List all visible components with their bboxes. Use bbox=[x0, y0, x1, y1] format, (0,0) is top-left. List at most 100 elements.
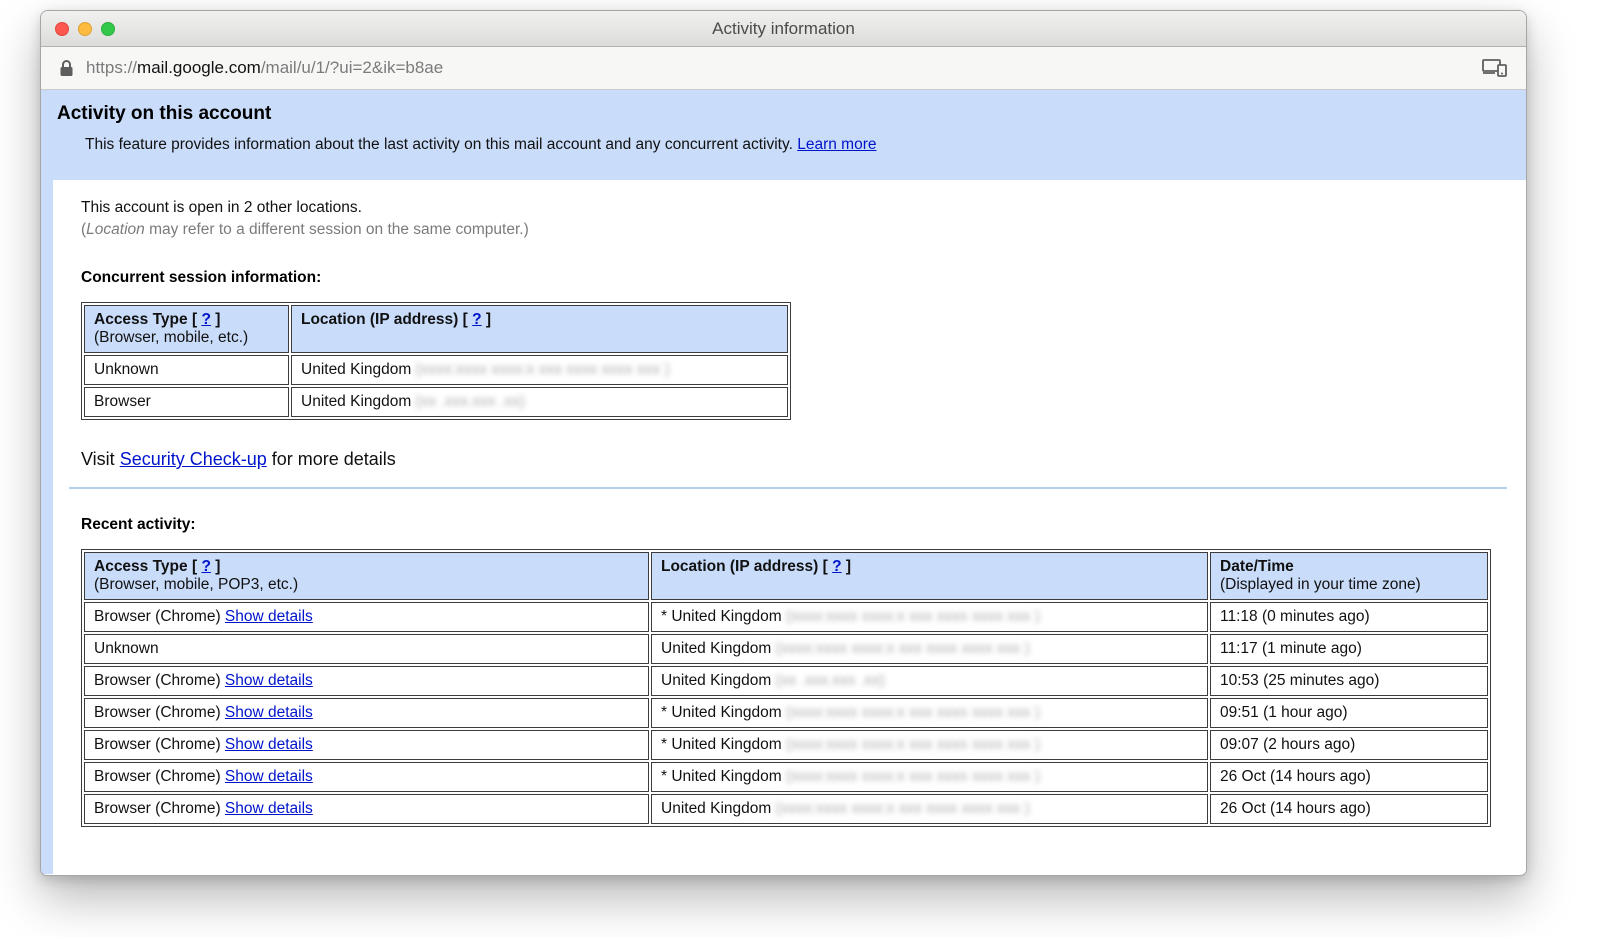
location-cell: United Kingdom (xxxx:xxxx xxxx:x xxx xxx… bbox=[651, 633, 1208, 664]
minimize-button[interactable] bbox=[78, 21, 92, 36]
location-cell: * United Kingdom (xxxx:xxxx xxxx:x xxx x… bbox=[651, 729, 1208, 760]
feature-description: This feature provides information about … bbox=[85, 136, 1526, 154]
location-cell: United Kingdom (xxxx:xxxx xxxx:x xxx xxx… bbox=[291, 354, 788, 385]
help-link[interactable]: ? bbox=[472, 310, 482, 328]
location-cell: United Kingdom (xx .xxx.xxx .xx) bbox=[291, 386, 788, 417]
column-subtitle: (Browser, mobile, etc.) bbox=[94, 328, 249, 346]
show-details-link[interactable]: Show details bbox=[224, 799, 313, 817]
table-row: Browser (Chrome) Show details * United Ki… bbox=[84, 697, 1488, 728]
location-cell: United Kingdom (xxxx:xxxx xxxx:x xxx xxx… bbox=[651, 793, 1208, 824]
redacted-ip: (xxxx:xxxx xxxx:x xxx xxxx xxxx xxx ) bbox=[415, 360, 670, 378]
url-text[interactable]: https://mail.google.com/mail/u/1/?ui=2&i… bbox=[86, 58, 443, 78]
help-link[interactable]: ? bbox=[832, 557, 842, 575]
bracket-close: ] bbox=[215, 310, 221, 328]
show-details-link[interactable]: Show details bbox=[224, 671, 313, 689]
visit-prefix: Visit bbox=[81, 448, 120, 469]
show-details-link[interactable]: Show details bbox=[224, 607, 313, 625]
bracket-close: ] bbox=[845, 557, 852, 575]
page-title: Activity on this account bbox=[57, 103, 272, 124]
security-checkup-line: Visit Security Check-up for more details bbox=[81, 449, 1526, 470]
access-type-cell: Browser (Chrome) Show details bbox=[84, 729, 649, 760]
content-panel: This account is open in 2 other location… bbox=[53, 180, 1526, 874]
help-link[interactable]: ? bbox=[201, 310, 211, 328]
column-title: Access Type bbox=[94, 310, 188, 328]
note-location-word: Location bbox=[86, 221, 145, 239]
url-host: mail.google.com bbox=[137, 58, 261, 77]
column-title: Access Type bbox=[94, 557, 188, 575]
redacted-ip: (xxxx:xxxx xxxx:x xxx xxxx xxxx xxx ) bbox=[785, 767, 1040, 785]
redacted-ip: (xxxx:xxxx xxxx:x xxx xxxx xxxx xxx ) bbox=[775, 639, 1030, 657]
column-header-title-line: Access Type [ ? ] bbox=[94, 558, 639, 576]
redacted-ip: (xxxx:xxxx xxxx:x xxx xxxx xxxx xxx ) bbox=[785, 703, 1040, 721]
recent-activity-heading: Recent activity: bbox=[81, 515, 196, 533]
table-row: Browser (Chrome) Show details * United Ki… bbox=[84, 601, 1488, 632]
location-cell: United Kingdom (xx .xxx.xxx .xx) bbox=[651, 665, 1208, 696]
datetime-cell: 26 Oct (14 hours ago) bbox=[1210, 793, 1488, 824]
location-cell: * United Kingdom (xxxx:xxxx xxxx:x xxx x… bbox=[651, 601, 1208, 632]
access-type-cell: Unknown bbox=[84, 633, 649, 664]
datetime-cell: 09:07 (2 hours ago) bbox=[1210, 729, 1488, 760]
bracket-open: [ bbox=[822, 557, 828, 575]
note-rest-text: may refer to a different session on the … bbox=[144, 221, 529, 239]
column-header: Location (IP address) [ ? ] bbox=[651, 551, 1208, 600]
security-checkup-link[interactable]: Security Check-up bbox=[119, 448, 267, 469]
header-band: Activity on this account This feature pr… bbox=[41, 90, 1526, 180]
column-title: Location (IP address) bbox=[301, 310, 459, 328]
datetime-cell: 10:53 (25 minutes ago) bbox=[1210, 665, 1488, 696]
show-details-link[interactable]: Show details bbox=[224, 767, 313, 785]
recent-activity-table: Access Type [ ? ] (Browser, mobile, POP3,… bbox=[81, 548, 1491, 827]
column-header: Access Type [ ? ] (Browser, mobile, etc.) bbox=[84, 304, 289, 353]
redacted-ip: (xx .xxx.xxx .xx) bbox=[775, 671, 885, 689]
column-header-title-line: Access Type [ ? ] bbox=[94, 311, 279, 329]
devices-icon[interactable] bbox=[1482, 58, 1508, 78]
column-header: Location (IP address) [ ? ] bbox=[291, 304, 788, 353]
column-header-title-line: Location (IP address) [ ? ] bbox=[661, 558, 1198, 576]
visit-suffix: for more details bbox=[266, 448, 396, 469]
zoom-button[interactable] bbox=[101, 21, 115, 36]
help-link[interactable]: ? bbox=[201, 557, 211, 575]
close-button[interactable] bbox=[55, 21, 69, 36]
column-header: Date/Time (Displayed in your time zone) bbox=[1210, 551, 1488, 600]
browser-window: Activity information https://mail.google… bbox=[40, 10, 1527, 876]
note-open-paren: ( bbox=[81, 221, 87, 239]
table-row: Unknown United Kingdom (xxxx:xxxx xxxx:x … bbox=[84, 354, 788, 385]
datetime-cell: 11:18 (0 minutes ago) bbox=[1210, 601, 1488, 632]
url-bar: https://mail.google.com/mail/u/1/?ui=2&i… bbox=[41, 47, 1526, 90]
window-titlebar: Activity information bbox=[41, 11, 1526, 47]
access-type-cell: Browser (Chrome) Show details bbox=[84, 761, 649, 792]
table-row: Browser (Chrome) Show details * United Ki… bbox=[84, 761, 1488, 792]
show-details-link[interactable]: Show details bbox=[224, 703, 313, 721]
table-row: Browser United Kingdom (xx .xxx.xxx .xx) bbox=[84, 386, 788, 417]
feature-description-text: This feature provides information about … bbox=[85, 136, 793, 153]
page-content: Activity on this account This feature pr… bbox=[41, 90, 1526, 874]
window-title: Activity information bbox=[712, 18, 855, 38]
column-header-title-line: Location (IP address) [ ? ] bbox=[301, 311, 778, 329]
table-row: Browser (Chrome) Show details United King… bbox=[84, 665, 1488, 696]
learn-more-link[interactable]: Learn more bbox=[797, 136, 877, 153]
table-row: Unknown United Kingdom (xxxx:xxxx xxxx:x … bbox=[84, 633, 1488, 664]
show-details-link[interactable]: Show details bbox=[224, 735, 313, 753]
location-cell: * United Kingdom (xxxx:xxxx xxxx:x xxx x… bbox=[651, 697, 1208, 728]
column-title: Location (IP address) bbox=[661, 557, 819, 575]
location-cell: * United Kingdom (xxxx:xxxx xxxx:x xxx x… bbox=[651, 761, 1208, 792]
access-type-cell: Browser (Chrome) Show details bbox=[84, 697, 649, 728]
table-header-row: Access Type [ ? ] (Browser, mobile, POP3,… bbox=[84, 551, 1488, 600]
open-locations-text: This account is open in 2 other location… bbox=[81, 199, 362, 216]
bracket-open: [ bbox=[462, 310, 468, 328]
bracket-open: [ bbox=[191, 310, 198, 328]
concurrent-heading: Concurrent session information: bbox=[81, 268, 322, 286]
table-row: Browser (Chrome) Show details United King… bbox=[84, 793, 1488, 824]
redacted-ip: (xxxx:xxxx xxxx:x xxx xxxx xxxx xxx ) bbox=[775, 799, 1030, 817]
access-type-cell: Unknown bbox=[84, 354, 289, 385]
lock-icon bbox=[59, 59, 74, 77]
datetime-cell: 26 Oct (14 hours ago) bbox=[1210, 761, 1488, 792]
location-note: (Location may refer to a different sessi… bbox=[81, 219, 1526, 241]
table-header-row: Access Type [ ? ] (Browser, mobile, etc.)… bbox=[84, 304, 788, 353]
bracket-close: ] bbox=[485, 310, 492, 328]
access-type-cell: Browser bbox=[84, 386, 289, 417]
bracket-open: [ bbox=[191, 557, 198, 575]
column-header: Access Type [ ? ] (Browser, mobile, POP3,… bbox=[84, 551, 649, 600]
column-subtitle: (Displayed in your time zone) bbox=[1220, 575, 1421, 593]
redacted-ip: (xxxx:xxxx xxxx:x xxx xxxx xxxx xxx ) bbox=[785, 735, 1040, 753]
datetime-cell: 09:51 (1 hour ago) bbox=[1210, 697, 1488, 728]
